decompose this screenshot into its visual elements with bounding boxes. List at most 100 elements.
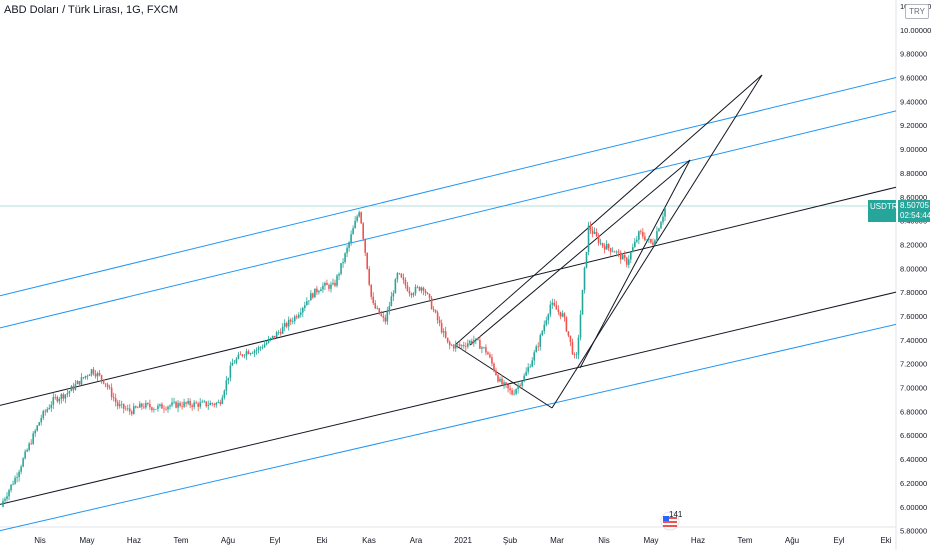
candle-body [404,279,407,286]
candle-body [16,477,18,478]
candle-body [336,275,338,286]
candle-body [446,337,449,342]
candle-body [143,406,145,408]
candle-body [448,341,451,346]
candle-body [74,384,77,390]
candle-body [261,347,264,349]
symbol-label: USDTRY [870,202,903,211]
candle-body [106,384,109,388]
candle-body [157,405,159,409]
candle-body [173,401,175,403]
y-tick-label: 6.00000 [900,503,927,512]
candle-body [436,312,439,321]
y-tick-label: 7.80000 [900,288,927,297]
candle-body [605,244,608,250]
y-tick-label: 6.80000 [900,407,927,416]
candle-body [189,400,191,406]
candle-body [591,230,594,234]
candle-body [493,363,495,371]
y-tick-label: 9.20000 [900,121,927,130]
candle-body [302,307,304,313]
candle-body [382,315,385,318]
candle-body [342,262,344,264]
candle-body [80,377,83,385]
candle-body [273,335,276,338]
candle-body [471,340,473,344]
candle-body [364,238,366,253]
candle-body [601,243,604,247]
candle-body [153,409,155,411]
candle-body [126,408,129,409]
candle-body [110,387,113,398]
x-tick-label: 2021 [454,536,472,545]
candle-body [6,496,8,499]
candle-body [245,351,248,356]
candle-body [167,406,169,410]
candle-body [517,385,519,390]
candle-body [378,308,381,315]
candle-body [654,240,656,245]
candle-body [118,404,121,407]
candle-body [523,375,525,382]
candle-body [469,340,471,344]
candle-body [181,405,183,407]
candle-body [460,345,463,346]
candle-body [467,343,469,347]
y-tick-label: 9.80000 [900,50,927,59]
candle-body [636,239,638,242]
candle-body [207,405,210,407]
candle-body [185,402,187,404]
candle-body [90,369,93,375]
candle-body [231,362,234,366]
candle-body [124,408,127,410]
candle-body [330,284,332,289]
candle-body [513,393,515,395]
candle-body [527,367,529,372]
candle-body [241,354,244,356]
candle-body [179,402,181,406]
candle-body [48,407,51,410]
us-flag-icon[interactable] [660,511,680,531]
candle-body [634,241,636,248]
candle-body [195,402,197,404]
candle-body [299,312,302,315]
candle-body [96,373,99,377]
candle-body [462,345,465,347]
candle-body [638,231,640,240]
candle-body [569,335,572,342]
candle-body [128,408,131,412]
candle-body [394,279,397,294]
candle-body [366,252,369,269]
candle-body [577,337,580,355]
candle-body [88,374,91,376]
candle-body [114,398,117,403]
candle-body [547,314,550,321]
y-tick-label: 9.00000 [900,145,927,154]
candle-body [318,291,320,293]
x-tick-label: Nis [34,536,46,545]
y-tick-label: 6.60000 [900,431,927,440]
candle-body [326,282,328,286]
candle-body [571,341,574,355]
candle-body [12,483,14,485]
candle-body [112,397,115,399]
y-tick-label: 9.60000 [900,74,927,83]
candle-body [265,342,268,345]
candle-body [428,293,431,298]
currency-badge[interactable]: TRY [905,4,929,19]
candle-body [310,293,312,301]
candle-body [519,385,521,386]
candle-body [648,238,650,240]
candle-body [165,408,167,410]
candle-body [84,375,87,378]
candle-body [613,251,616,253]
candle-body [132,406,135,414]
candle-body [201,401,204,403]
candle-body [135,406,137,408]
candle-body [227,377,230,381]
candle-body [656,231,658,241]
candle-body [159,404,161,406]
candle-body [277,332,280,333]
candle-body [56,397,59,402]
